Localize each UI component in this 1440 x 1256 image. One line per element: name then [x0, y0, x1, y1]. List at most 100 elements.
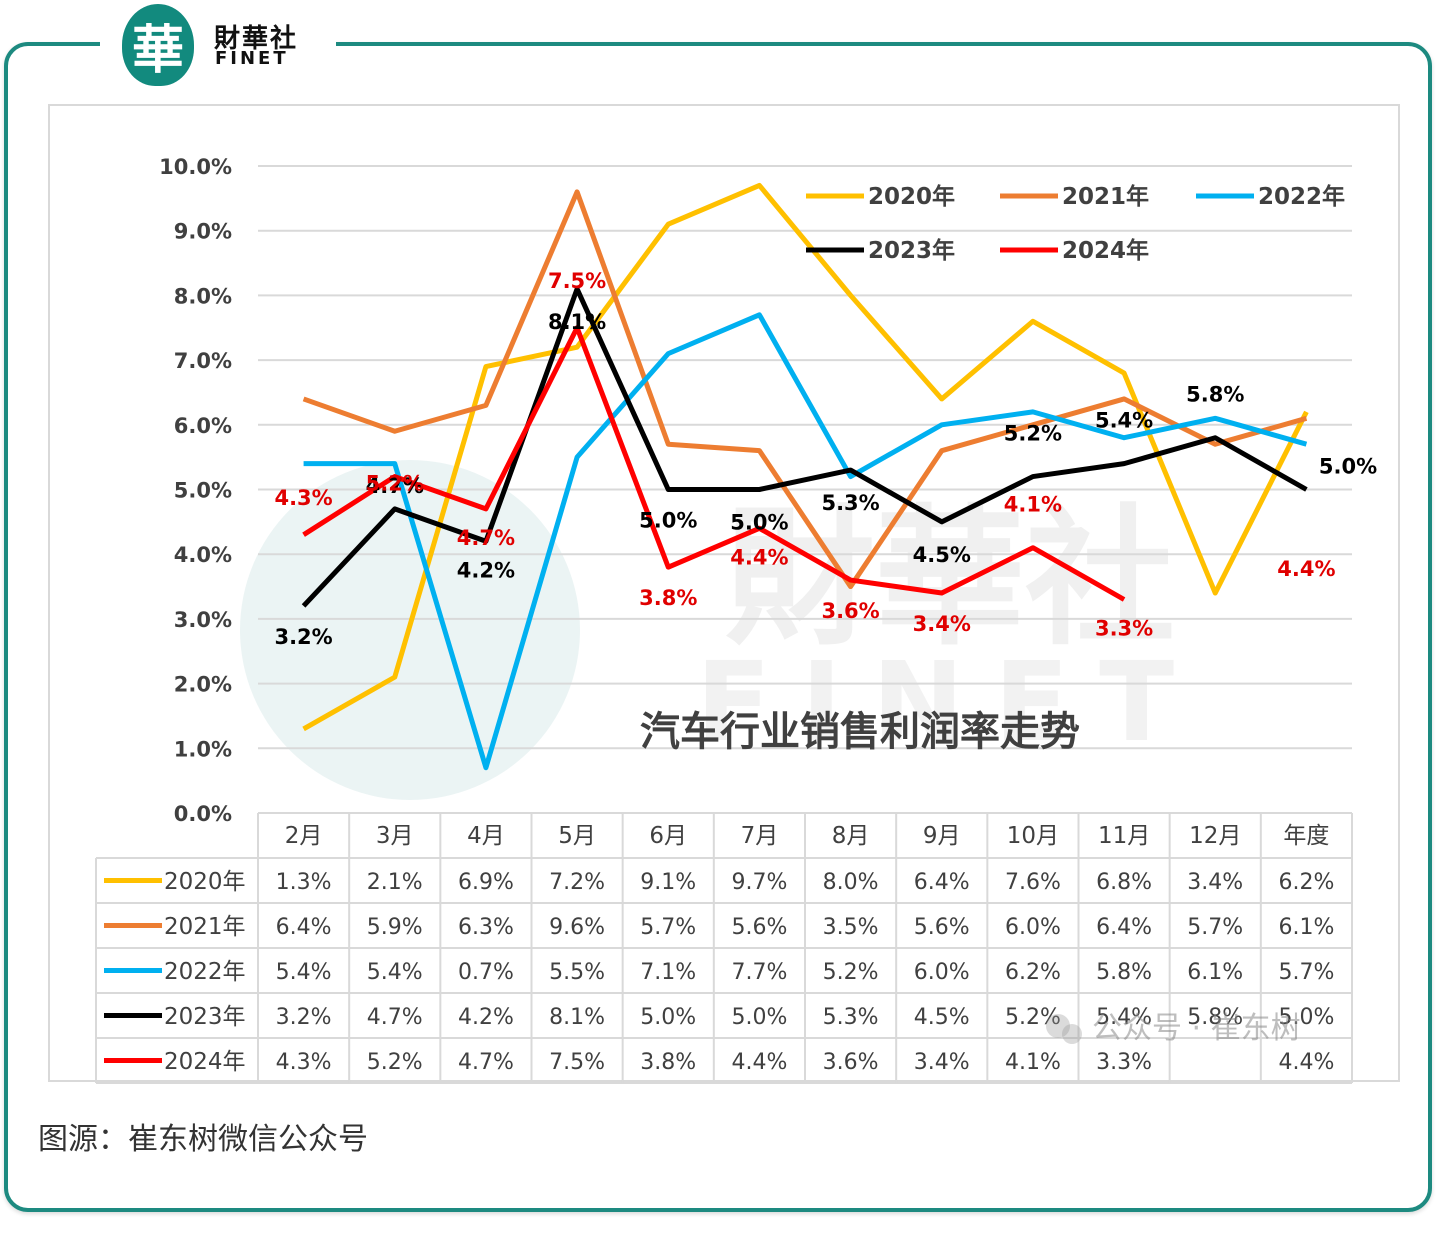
- y-tick-label: 1.0%: [174, 737, 232, 761]
- y-tick-label: 2.0%: [174, 673, 232, 697]
- table-cell: 8.0%: [823, 870, 879, 895]
- table-cell: 6.1%: [1187, 960, 1243, 985]
- series-line-2020年: [302, 182, 1309, 732]
- x-tick-label: 12月: [1189, 823, 1241, 849]
- table-cell: 5.0%: [1278, 1005, 1334, 1030]
- data-label-2023: 4.7%: [366, 474, 424, 498]
- data-label-2023: 4.5%: [913, 543, 971, 567]
- table-cell: 5.4%: [1096, 1005, 1152, 1030]
- table-cell: 6.4%: [276, 915, 332, 940]
- watermark-text-cn: 財華社: [725, 492, 1175, 666]
- x-tick-label: 2月: [285, 823, 323, 849]
- data-label-2023: 5.4%: [1095, 409, 1153, 433]
- table-cell: 5.0%: [640, 1005, 696, 1030]
- table-cell: 5.2%: [367, 1050, 423, 1075]
- x-tick-label: 3月: [376, 823, 414, 849]
- y-tick-label: 6.0%: [174, 414, 232, 438]
- legend-label: 2023年: [868, 237, 955, 264]
- data-label-2024: 3.6%: [821, 599, 879, 623]
- data-label-2023: 5.2%: [1004, 422, 1062, 446]
- chart-title: 汽车行业销售利润率走势: [640, 709, 1080, 755]
- table-cell: 9.1%: [640, 870, 696, 895]
- data-label-2024: 3.3%: [1095, 616, 1153, 640]
- table-cell: 6.0%: [1005, 915, 1061, 940]
- source-caption: 图源：崔东树微信公众号: [38, 1122, 368, 1157]
- table-cell: 5.8%: [1187, 1005, 1243, 1030]
- table-cell: 5.4%: [367, 960, 423, 985]
- table-cell: 6.4%: [914, 870, 970, 895]
- table-cell: 4.5%: [914, 1005, 970, 1030]
- x-tick-label: 11月: [1098, 823, 1150, 849]
- table-cell: 6.8%: [1096, 870, 1152, 895]
- table-cell: 6.0%: [914, 960, 970, 985]
- x-tick-label: 9月: [923, 823, 961, 849]
- table-cell: 9.6%: [549, 915, 605, 940]
- data-label-2024: 4.4%: [730, 545, 788, 569]
- table-row-label: 2022年: [164, 959, 246, 985]
- y-tick-label: 3.0%: [174, 608, 232, 632]
- data-label-2023: 5.0%: [730, 511, 788, 535]
- table-row-label: 2023年: [164, 1004, 246, 1030]
- wechat-icon: [1046, 1014, 1070, 1038]
- table-cell: 4.3%: [276, 1050, 332, 1075]
- series-line-2022年: [303, 312, 1308, 771]
- x-tick-label: 6月: [649, 823, 687, 849]
- x-tick-label: 8月: [832, 823, 870, 849]
- data-label-2023: 5.8%: [1186, 383, 1244, 407]
- data-label-2024: 4.3%: [274, 486, 332, 510]
- brand-name-cn: 財華社: [214, 24, 299, 54]
- data-label-2024: 3.8%: [639, 586, 697, 610]
- data-label-2024: 4.4%: [1277, 557, 1335, 581]
- wechat-icon-bubble: [1062, 1024, 1082, 1044]
- table-cell: 7.6%: [1005, 870, 1061, 895]
- table-cell: 4.4%: [1278, 1050, 1334, 1075]
- table-cell: 4.1%: [1005, 1050, 1061, 1075]
- table-row-label: 2024年: [164, 1049, 246, 1075]
- data-label-2024: 3.4%: [913, 612, 971, 636]
- data-label-2024: 4.7%: [457, 526, 515, 550]
- series-line-2023年: [301, 286, 1308, 608]
- legend-label: 2021年: [1062, 183, 1149, 210]
- data-label-2023: 8.1%: [548, 310, 606, 334]
- table-cell: 3.8%: [640, 1050, 696, 1075]
- table-cell: 6.4%: [1096, 915, 1152, 940]
- table-cell: 8.1%: [549, 1005, 605, 1030]
- data-label-2024: 5.2%: [366, 472, 424, 496]
- table-cell: 5.6%: [731, 915, 787, 940]
- table-cell: 6.2%: [1278, 870, 1334, 895]
- data-label-2024: 4.1%: [1004, 493, 1062, 517]
- table-row-label: 2021年: [164, 914, 246, 940]
- table-cell: 6.3%: [458, 915, 514, 940]
- series-line-2024年: [302, 325, 1126, 602]
- table-cell: 6.9%: [458, 870, 514, 895]
- table-cell: 5.7%: [1278, 960, 1334, 985]
- table-cell: 7.7%: [731, 960, 787, 985]
- table-cell: 2.1%: [367, 870, 423, 895]
- table-cell: 7.2%: [549, 870, 605, 895]
- table-cell: 5.2%: [1005, 1005, 1061, 1030]
- finet-logo-icon: 華: [122, 4, 194, 86]
- data-label-2024: 7.5%: [548, 269, 606, 293]
- table-cell: 5.5%: [549, 960, 605, 985]
- x-tick-label: 10月: [1007, 823, 1059, 849]
- brand-name-en: FINET: [215, 48, 289, 69]
- x-tick-label: 年度: [1283, 823, 1329, 849]
- y-tick-label: 8.0%: [174, 284, 232, 308]
- y-tick-label: 5.0%: [174, 479, 232, 503]
- table-cell: 5.0%: [731, 1005, 787, 1030]
- chart-panel: [48, 104, 1400, 1082]
- legend-label: 2020年: [868, 183, 955, 210]
- legend-label: 2022年: [1258, 183, 1345, 210]
- y-tick-label: 9.0%: [174, 220, 232, 244]
- table-cell: 5.8%: [1096, 960, 1152, 985]
- table-cell: 1.3%: [276, 870, 332, 895]
- table-cell: 5.7%: [640, 915, 696, 940]
- wechat-watermark-text: 公众号 · 崔东树: [1092, 1011, 1301, 1046]
- table-cell: 3.3%: [1096, 1050, 1152, 1075]
- table-cell: 3.6%: [823, 1050, 879, 1075]
- table-cell: 7.1%: [640, 960, 696, 985]
- data-label-2023: 5.3%: [821, 491, 879, 515]
- table-cell: 4.4%: [731, 1050, 787, 1075]
- table-cell: 4.2%: [458, 1005, 514, 1030]
